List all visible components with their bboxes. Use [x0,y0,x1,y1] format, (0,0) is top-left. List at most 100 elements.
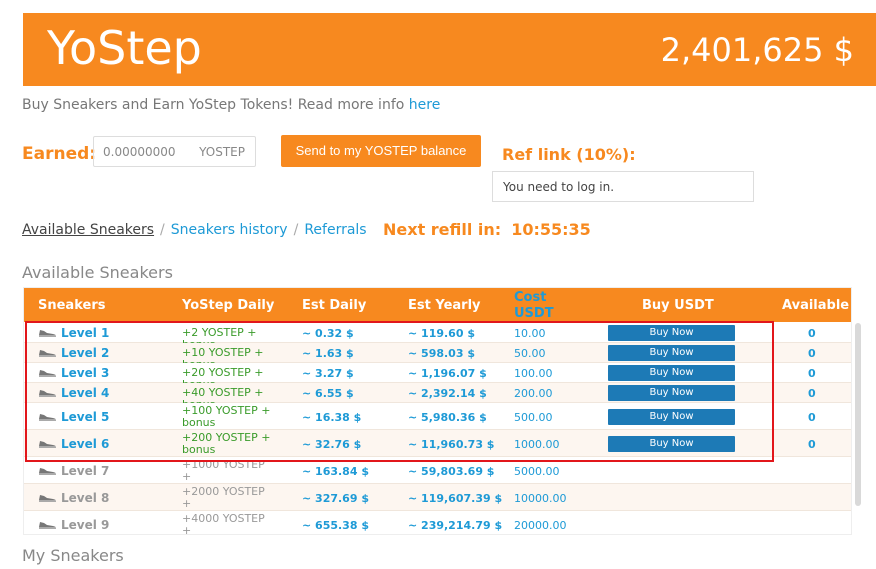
nav-available-sneakers[interactable]: Available Sneakers [22,222,155,238]
cost-usdt: 200.00 [514,387,553,400]
earned-label: Earned: [22,144,97,164]
ref-link-label: Ref link (10%): [502,145,636,164]
section-title-my-sneakers: My Sneakers [22,546,124,565]
sneaker-level[interactable]: Level 2 [38,346,109,360]
table-row: Level 7+1000 YOSTEP +bonus~ 163.84 $~ 59… [24,457,851,495]
col-est-daily: Est Daily [302,298,367,313]
sneakers-table: Sneakers YoStep Daily Est Daily Est Year… [23,287,852,535]
refill-timer: 10:55:35 [511,220,591,239]
yostep-daily-line2: bonus [182,416,216,429]
sneaker-icon [39,495,56,502]
total-value: 2,401,625 $ [660,31,854,69]
cost-usdt: 1000.00 [514,438,560,451]
est-yearly: ~ 59,803.69 $ [408,465,495,478]
yostep-daily-line1: +1000 YOSTEP + [182,458,265,483]
available-count: 0 [808,367,816,380]
earned-unit: YOSTEP [199,145,245,159]
col-daily: YoStep Daily [182,298,275,313]
yostep-daily: +4000 YOSTEP +bonus [182,513,277,535]
tagline-text: Buy Sneakers and Earn YoStep Tokens! Rea… [22,97,409,113]
read-more-link[interactable]: here [408,97,441,113]
sneaker-level-label: Level 1 [61,326,110,340]
est-daily: ~ 1.63 $ [302,347,354,360]
col-buy: Buy USDT [642,298,714,313]
est-daily: ~ 327.69 $ [302,492,369,505]
table-scrollbar[interactable] [855,323,861,506]
header-banner: YoStep 2,401,625 $ [23,13,876,86]
est-daily: ~ 163.84 $ [302,465,369,478]
sneaker-level[interactable]: Level 7 [38,464,109,478]
buy-now-button[interactable]: Buy Now [608,325,735,341]
nav-referrals[interactable]: Referrals [304,222,367,238]
yostep-daily: +200 YOSTEP + bonus [182,432,277,456]
section-title-available: Available Sneakers [22,263,173,282]
est-daily: ~ 32.76 $ [302,438,362,451]
yostep-daily-line2: bonus [182,443,216,456]
sneaker-icon [39,370,56,377]
sneaker-level[interactable]: Level 6 [38,437,109,451]
send-to-balance-button[interactable]: Send to my YOSTEP balance [281,135,481,167]
sneaker-level-label: Level 6 [61,437,110,451]
col-est-yearly: Est Yearly [408,298,481,313]
cost-usdt: 50.00 [514,347,546,360]
est-yearly: ~ 119,607.39 $ [408,492,503,505]
table-row: Level 5 +100 YOSTEP + bonus ~ 16.38 $ ~ 5,98… [24,403,851,430]
sneaker-icon [39,468,56,475]
yostep-daily-line1: +4000 YOSTEP + [182,512,265,535]
est-daily: ~ 16.38 $ [302,411,362,424]
available-count: 0 [808,327,816,340]
est-yearly: ~ 598.03 $ [408,347,475,360]
sneaker-level[interactable]: Level 8 [38,491,109,505]
ref-link-field[interactable]: You need to log in. [492,171,754,202]
sneaker-icon [39,350,56,357]
refill-label: Next refill in: [383,220,502,239]
sneaker-level[interactable]: Level 5 [38,410,109,424]
available-count: 0 [808,411,816,424]
sneaker-level[interactable]: Level 4 [38,386,109,400]
sneaker-level[interactable]: Level 3 [38,366,109,380]
cost-usdt: 500.00 [514,411,553,424]
est-yearly: ~ 11,960.73 $ [408,438,495,451]
col-sneakers: Sneakers [38,298,106,313]
sneaker-icon [39,414,56,421]
tagline: Buy Sneakers and Earn YoStep Tokens! Rea… [22,97,440,113]
cost-usdt: 10.00 [514,327,546,340]
sneaker-level-label: Level 5 [61,410,110,424]
sneaker-level-label: Level 2 [61,346,110,360]
sneaker-icon [39,390,56,397]
cost-usdt: 5000.00 [514,465,560,478]
breadcrumb: Available Sneakers / Sneakers history / Refe… [22,222,367,238]
sneaker-level-label: Level 3 [61,366,110,380]
col-available: Available [782,298,850,313]
buy-now-button[interactable]: Buy Now [608,385,735,401]
buy-now-button[interactable]: Buy Now [608,365,735,381]
table-row: Level 9 +4000 YOSTEP +bonus ~ 655.38 $ ~ 23… [24,511,851,535]
nav-separator: / [293,222,299,238]
sneaker-icon [39,441,56,448]
next-refill: Next refill in: 10:55:35 [383,220,591,239]
nav-sneakers-history[interactable]: Sneakers history [170,222,288,238]
yostep-daily: +100 YOSTEP + bonus [182,405,277,429]
table-row: Level 1+2 YOSTEP + bonus~ 0.32 $~ 119.60… [24,323,851,351]
nav-separator: / [160,222,165,238]
buy-now-button[interactable]: Buy Now [608,436,735,452]
est-yearly: ~ 5,980.36 $ [408,411,487,424]
yostep-daily-line1: +200 YOSTEP + [182,431,271,444]
sneaker-level[interactable]: Level 1 [38,326,109,340]
available-count: 0 [808,387,816,400]
brand-logo[interactable]: YoStep [47,21,202,75]
table-header: Sneakers YoStep Daily Est Daily Est Year… [24,288,851,322]
yostep-daily-line1: +100 YOSTEP + [182,404,271,417]
est-yearly: ~ 239,214.79 $ [408,519,503,532]
est-daily: ~ 655.38 $ [302,519,369,532]
col-cost: Cost USDT [514,290,554,322]
est-daily: ~ 0.32 $ [302,327,354,340]
buy-now-button[interactable]: Buy Now [608,409,735,425]
table-row: Level 4+40 YOSTEP + bonus~ 6.55 $~ 2,392… [24,383,851,411]
sneaker-level-label: Level 7 [61,464,110,478]
sneaker-level[interactable]: Level 9 [38,518,109,532]
yostep-daily-line1: +2000 YOSTEP + [182,485,265,510]
est-yearly: ~ 1,196.07 $ [408,367,487,380]
buy-now-button[interactable]: Buy Now [608,345,735,361]
cost-usdt: 20000.00 [514,519,567,532]
